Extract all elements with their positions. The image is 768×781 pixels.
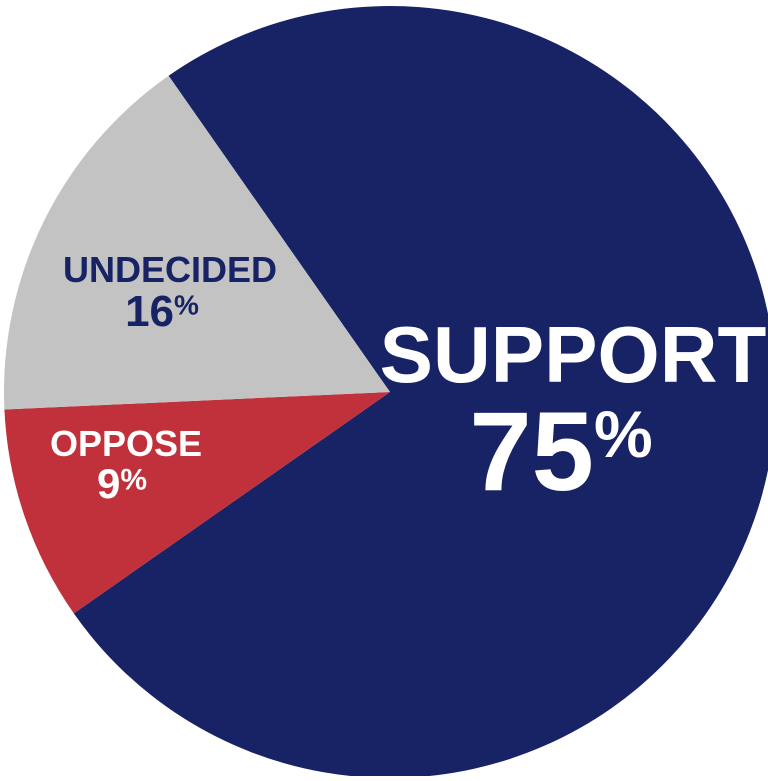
slice-label-oppose: OPPOSE bbox=[50, 423, 202, 464]
slice-value-oppose: 9% bbox=[97, 460, 147, 507]
slice-value-percent-sign: % bbox=[594, 397, 653, 471]
pie-slice-oppose bbox=[4, 392, 391, 614]
slice-label-undecided: UNDECIDED bbox=[63, 249, 277, 290]
pie-slice-undecided bbox=[4, 75, 391, 410]
pie-slice-support bbox=[73, 6, 768, 778]
slice-value-number: 16 bbox=[125, 287, 174, 336]
slice-value-number: 75 bbox=[469, 389, 594, 514]
slice-value-percent-sign: % bbox=[174, 289, 199, 320]
slice-value-number: 9 bbox=[97, 460, 120, 507]
slice-value-support: 75% bbox=[469, 389, 652, 514]
pie-slices bbox=[4, 6, 768, 778]
slice-value-undecided: 16% bbox=[125, 287, 199, 336]
slice-value-percent-sign: % bbox=[120, 463, 147, 496]
slice-label-support: SUPPORT bbox=[380, 310, 767, 399]
